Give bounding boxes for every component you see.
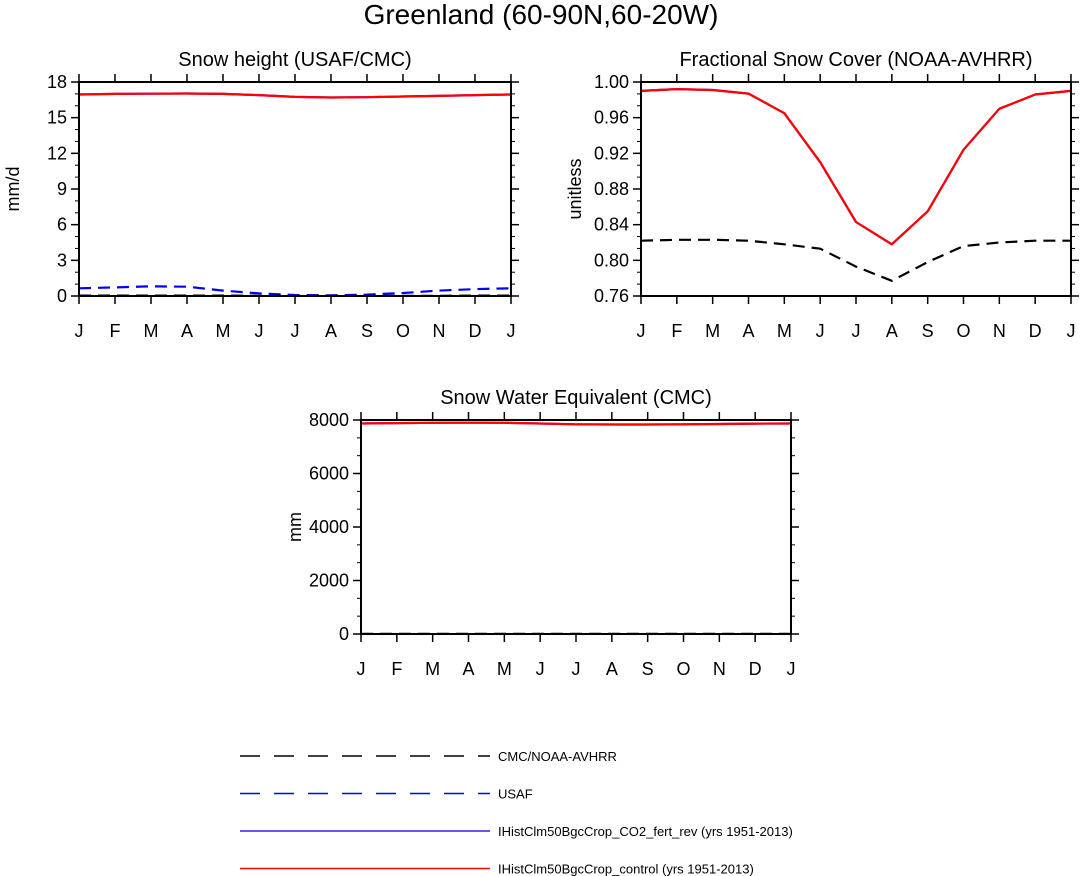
x-tick-label: F xyxy=(110,321,121,341)
plot-frame xyxy=(78,81,512,297)
x-tick-label: O xyxy=(396,321,410,341)
x-tick-label: A xyxy=(742,321,754,341)
y-tick-label: 0 xyxy=(57,286,67,306)
series-line-obs2 xyxy=(78,285,512,297)
panel-3: Snow Water Equivalent (CMC) mm 0 2000 4000 60… xyxy=(285,387,799,679)
panel-2: Fractional Snow Cover (NOAA-AVHRR) unitle… xyxy=(565,49,1079,341)
x-tick-label: J xyxy=(852,321,861,341)
y-tick-label: 0 xyxy=(339,624,349,644)
series-line-obs1 xyxy=(640,238,1071,282)
x-tick-label: M xyxy=(777,321,792,341)
panels: Snow height (USAF/CMC) mm/d 0 3 6 9 12 15 18 J F M A… xyxy=(3,49,1079,679)
x-tick-label: J xyxy=(536,659,545,679)
panel-title: Fractional Snow Cover (NOAA-AVHRR) xyxy=(679,49,1032,71)
panel-title: Snow Water Equivalent (CMC) xyxy=(440,387,712,409)
panel-title: Snow height (USAF/CMC) xyxy=(178,49,411,71)
legend-label: USAF xyxy=(498,787,533,802)
legend-item: IHistClm50BgcCrop_control (yrs 1951-2013… xyxy=(240,862,754,876)
x-tick-label: J xyxy=(75,321,84,341)
x-tick-label: A xyxy=(462,659,474,679)
x-tick-label: A xyxy=(325,321,337,341)
plot-frame xyxy=(640,81,1072,297)
y-tick-label: 0.88 xyxy=(594,179,629,199)
x-tick-label: M xyxy=(705,321,720,341)
x-tick-label: J xyxy=(637,321,646,341)
x-tick-label: J xyxy=(507,321,516,341)
x-tick-label: J xyxy=(1067,321,1076,341)
y-tick-label: 15 xyxy=(47,108,67,128)
x-tick-label: J xyxy=(291,321,300,341)
figure-title: Greenland (60-90N,60-20W) xyxy=(364,0,719,30)
x-tick-label: S xyxy=(922,321,934,341)
y-tick-label: 0.80 xyxy=(594,250,629,270)
x-tick-label: A xyxy=(886,321,898,341)
legend-item: CMC/NOAA-AVHRR xyxy=(240,749,617,764)
x-tick-label: O xyxy=(676,659,690,679)
x-tick-label: S xyxy=(361,321,373,341)
y-axis-label: mm/d xyxy=(3,167,23,212)
x-tick-label: M xyxy=(144,321,159,341)
y-tick-label: 12 xyxy=(47,143,67,163)
legend-item: IHistClm50BgcCrop_CO2_fert_rev (yrs 1951… xyxy=(240,824,793,839)
legend: CMC/NOAA-AVHRR USAF IHistClm50BgcCrop_CO2_… xyxy=(240,749,793,876)
x-tick-label: D xyxy=(469,321,482,341)
x-tick-label: D xyxy=(749,659,762,679)
y-tick-label: 0.96 xyxy=(594,108,629,128)
legend-label: IHistClm50BgcCrop_control (yrs 1951-2013… xyxy=(498,862,754,876)
y-axis-label: unitless xyxy=(565,158,585,219)
y-tick-label: 3 xyxy=(57,250,67,270)
x-tick-label: A xyxy=(606,659,618,679)
x-tick-label: S xyxy=(642,659,654,679)
x-tick-label: O xyxy=(956,321,970,341)
y-tick-label: 1.00 xyxy=(594,72,629,92)
y-axis-label: mm xyxy=(285,512,305,542)
x-tick-label: D xyxy=(1029,321,1042,341)
x-tick-label: F xyxy=(391,659,402,679)
legend-label: CMC/NOAA-AVHRR xyxy=(498,749,617,764)
y-tick-label: 8000 xyxy=(309,410,349,430)
x-tick-label: M xyxy=(425,659,440,679)
x-tick-label: J xyxy=(572,659,581,679)
x-tick-label: J xyxy=(787,659,796,679)
y-tick-label: 18 xyxy=(47,72,67,92)
y-tick-label: 9 xyxy=(57,179,67,199)
x-tick-label: J xyxy=(255,321,264,341)
x-tick-label: N xyxy=(713,659,726,679)
y-tick-label: 2000 xyxy=(309,571,349,591)
x-tick-label: M xyxy=(216,321,231,341)
legend-label: IHistClm50BgcCrop_CO2_fert_rev (yrs 1951… xyxy=(498,824,793,839)
y-tick-label: 0.84 xyxy=(594,215,629,235)
x-tick-label: N xyxy=(433,321,446,341)
x-tick-label: F xyxy=(671,321,682,341)
y-tick-label: 6000 xyxy=(309,464,349,484)
x-tick-label: N xyxy=(993,321,1006,341)
series-line-model_control xyxy=(640,87,1072,246)
y-tick-label: 0.76 xyxy=(594,286,629,306)
series-line-model_control xyxy=(360,421,792,426)
panel-1: Snow height (USAF/CMC) mm/d 0 3 6 9 12 15 18 J F M A… xyxy=(3,49,519,341)
x-tick-label: J xyxy=(357,659,366,679)
y-tick-label: 0.92 xyxy=(594,143,629,163)
legend-item: USAF xyxy=(240,787,533,802)
plot-frame xyxy=(360,419,792,635)
x-tick-label: M xyxy=(497,659,512,679)
y-tick-label: 4000 xyxy=(309,517,349,537)
series-line-model_control xyxy=(78,92,512,99)
x-tick-label: A xyxy=(181,321,193,341)
y-tick-label: 6 xyxy=(57,215,67,235)
x-tick-label: J xyxy=(816,321,825,341)
